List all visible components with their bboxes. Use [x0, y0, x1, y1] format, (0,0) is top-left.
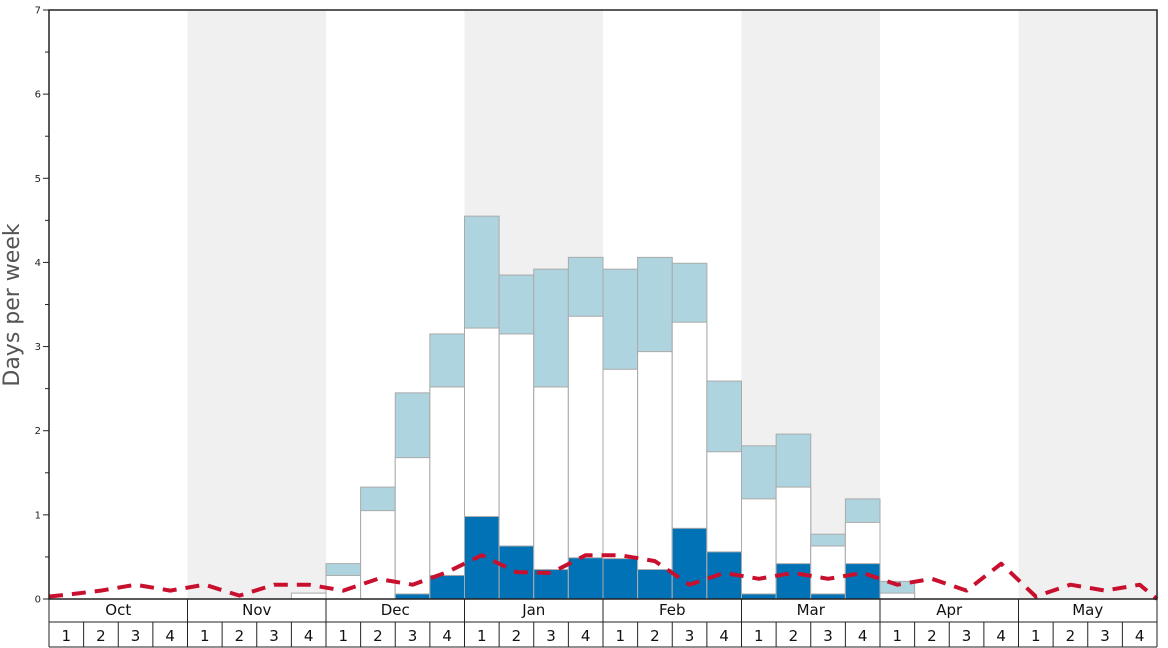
bar-white-8	[290, 592, 327, 600]
y-axis-label: Days per week	[0, 223, 25, 386]
trend-line	[48, 553, 1159, 601]
bar-dark-17	[602, 558, 639, 600]
week-label-oct-4: 4	[165, 627, 175, 645]
week-label-apr-2: 2	[927, 627, 937, 645]
y-axis: 0 1 2 3 4 5 6 7	[35, 6, 49, 606]
week-label-mar-2: 2	[789, 627, 799, 645]
ytick-label-1: 1	[35, 510, 41, 521]
week-label-oct-2: 2	[96, 627, 106, 645]
bar-white-18	[637, 351, 673, 600]
bar-dark-12	[429, 574, 465, 600]
week-label-jan-2: 2	[512, 627, 522, 645]
week-label-jan-4: 4	[581, 627, 591, 645]
bar-dark-19	[671, 527, 708, 600]
week-label-may-3: 3	[1100, 627, 1110, 645]
week-label-apr-3: 3	[962, 627, 972, 645]
trend-line-group	[48, 553, 1159, 601]
week-label-mar-1: 1	[754, 627, 764, 645]
month-label-nov: Nov	[242, 601, 271, 619]
week-label-mar-3: 3	[823, 627, 833, 645]
week-label-oct-1: 1	[62, 627, 72, 645]
x-axis: Oct 1 2 3 4 Nov 1 2 3 4 Dec 1 2 3 4 Jan 1 2 3 4 Feb 1 2 3 4 Mar 1 2…	[48, 599, 1158, 648]
bar-dark-18	[637, 569, 673, 600]
week-label-nov-1: 1	[200, 627, 210, 645]
bar-dark-16	[567, 557, 604, 600]
plot-frame	[48, 9, 1158, 600]
month-label-apr: Apr	[936, 601, 963, 619]
week-label-dec-2: 2	[373, 627, 383, 645]
week-label-dec-1: 1	[339, 627, 349, 645]
week-label-jan-3: 3	[546, 627, 556, 645]
week-label-nov-2: 2	[235, 627, 245, 645]
bar-dark-24	[844, 563, 881, 600]
week-label-dec-4: 4	[442, 627, 452, 645]
bar-white-12	[429, 386, 465, 600]
week-label-nov-4: 4	[304, 627, 314, 645]
week-label-feb-4: 4	[719, 627, 729, 645]
week-label-feb-1: 1	[616, 627, 626, 645]
week-label-dec-3: 3	[408, 627, 418, 645]
bar-white-23	[810, 545, 846, 600]
bar-white-10	[360, 510, 396, 600]
week-label-may-2: 2	[1066, 627, 1076, 645]
ytick-label-7: 7	[35, 6, 41, 17]
week-label-may-1: 1	[1031, 627, 1041, 645]
ytick-label-5: 5	[35, 174, 41, 185]
month-label-dec: Dec	[381, 601, 410, 619]
month-label-feb: Feb	[659, 601, 686, 619]
ytick-label-0: 0	[35, 595, 41, 606]
bar-white-16	[567, 315, 604, 600]
week-label-feb-3: 3	[685, 627, 695, 645]
bar-white-25	[879, 592, 916, 600]
bar-dark-13	[464, 516, 500, 600]
week-label-apr-1: 1	[893, 627, 903, 645]
ytick-label-3: 3	[35, 342, 41, 353]
month-label-may: May	[1072, 601, 1103, 619]
ytick-label-2: 2	[35, 426, 41, 437]
bars	[290, 215, 916, 600]
bar-white-11	[394, 457, 431, 600]
month-label-jan: Jan	[521, 601, 545, 619]
bar-white-15	[533, 386, 569, 600]
bar-dark-23	[810, 593, 846, 600]
week-label-feb-2: 2	[650, 627, 660, 645]
week-label-apr-4: 4	[996, 627, 1006, 645]
week-label-nov-3: 3	[269, 627, 279, 645]
week-label-may-4: 4	[1135, 627, 1145, 645]
week-label-jan-1: 1	[477, 627, 487, 645]
week-label-mar-4: 4	[858, 627, 868, 645]
bar-white-21	[741, 498, 777, 600]
ytick-label-6: 6	[35, 90, 41, 101]
month-label-mar: Mar	[797, 601, 826, 619]
bar-dark-21	[741, 593, 777, 600]
month-label-oct: Oct	[105, 601, 131, 619]
bar-dark-11	[394, 593, 431, 600]
week-label-oct-3: 3	[131, 627, 141, 645]
month-band-nov	[187, 10, 326, 599]
month-band-may	[1018, 10, 1157, 599]
ytick-label-4: 4	[35, 258, 41, 269]
bar-dark-22	[775, 563, 812, 600]
